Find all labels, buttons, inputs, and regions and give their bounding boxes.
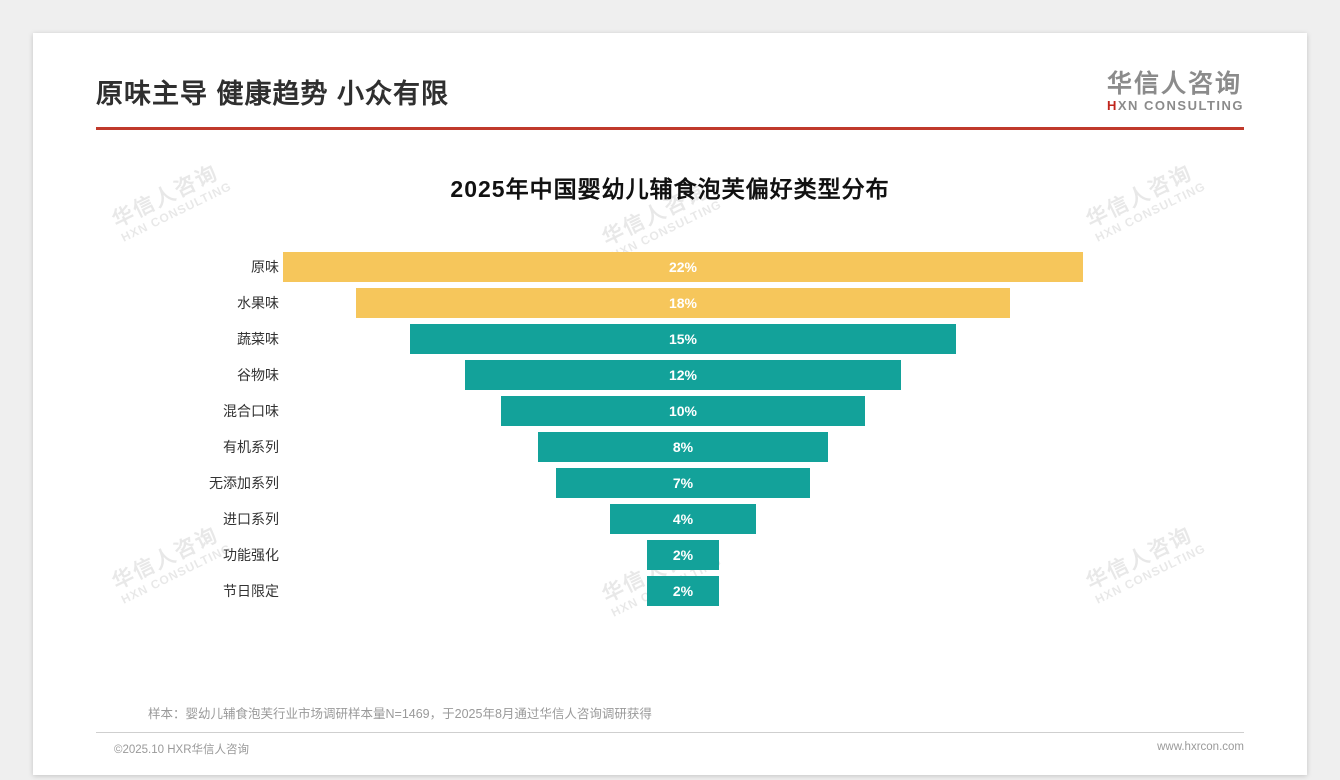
funnel-rows: 原味 22% 水果味 18% 蔬菜味 15% 谷物味 12% 混合口味 10% 有机系列 8% 无添加系… — [96, 251, 1086, 606]
bar-value-label: 12% — [668, 366, 697, 383]
bar-value-label: 10% — [668, 402, 698, 419]
chart-row: 蔬菜味 15% — [96, 323, 1086, 354]
funnel-chart: 原味 22% 水果味 18% 蔬菜味 15% 谷物味 12% 混合口味 10% 有机系列 8% 无添加系… — [96, 251, 1086, 612]
chart-row: 节日限定 2% — [96, 575, 1086, 606]
company-logo: 华信人咨询 HXN CONSULTING — [1106, 70, 1244, 113]
funnel-bar: 18% — [355, 287, 1011, 318]
bar-value-label: 2% — [672, 582, 694, 599]
footer-website: www.hxrcon.com — [1157, 741, 1244, 753]
header: 原味主导 健康趋势 小众有限 华信人咨询 HXN CONSULTING — [96, 33, 1244, 130]
chart-row: 进口系列 4% — [96, 503, 1086, 534]
funnel-bar: 12% — [464, 359, 902, 390]
funnel-bar: 2% — [646, 539, 720, 570]
bar-area: 12% — [283, 359, 1083, 390]
bar-area: 8% — [283, 431, 1083, 462]
bar-area: 7% — [283, 467, 1083, 498]
footer: ©2025.10 HXR华信人咨询 www.hxrcon.com — [96, 732, 1244, 775]
category-label: 进口系列 — [223, 510, 279, 527]
sample-footnote: 样本：婴幼儿辅食泡芙行业市场调研样本量N=1469，于2025年8月通过华信人咨… — [148, 707, 652, 721]
chart-row: 原味 22% — [96, 251, 1086, 282]
category-label: 功能强化 — [223, 546, 279, 563]
footer-copyright: ©2025.10 HXR华信人咨询 — [114, 744, 250, 756]
bar-area: 22% — [283, 251, 1083, 282]
category-label: 水果味 — [237, 294, 279, 311]
funnel-bar: 15% — [410, 323, 956, 354]
funnel-bar: 10% — [501, 395, 865, 426]
category-label: 谷物味 — [237, 366, 279, 383]
category-label: 蔬菜味 — [237, 330, 279, 347]
bar-value-label: 15% — [668, 330, 697, 347]
funnel-bar: 7% — [555, 467, 811, 498]
logo-zh-text: 华信人咨询 — [1106, 70, 1242, 98]
bar-value-label: 2% — [672, 546, 694, 563]
chart-row: 混合口味 10% — [96, 395, 1086, 426]
bar-value-label: 8% — [672, 438, 694, 455]
funnel-bar: 4% — [610, 503, 756, 534]
category-label: 有机系列 — [223, 438, 279, 455]
page-title: 原味主导 健康趋势 小众有限 — [96, 79, 450, 110]
bar-area: 2% — [283, 575, 1083, 606]
chart-row: 功能强化 2% — [96, 539, 1086, 570]
logo-en-text: HXN CONSULTING — [1106, 97, 1244, 113]
category-label: 混合口味 — [223, 402, 279, 419]
chart-title: 2025年中国婴幼儿辅食泡芙偏好类型分布 — [450, 175, 890, 202]
funnel-bar: 8% — [537, 431, 829, 462]
bar-area: 10% — [283, 395, 1083, 426]
category-label: 节日限定 — [223, 582, 279, 599]
chart-row: 有机系列 8% — [96, 431, 1086, 462]
category-label: 原味 — [251, 258, 279, 275]
bar-area: 2% — [283, 539, 1083, 570]
category-label: 无添加系列 — [209, 474, 279, 491]
bar-value-label: 7% — [672, 474, 694, 491]
funnel-bar: 22% — [283, 251, 1083, 282]
report-card: 华信人咨询 HXN CONSULTING 华信人咨询 HXN CONSULTIN… — [33, 33, 1307, 775]
bar-area: 15% — [283, 323, 1083, 354]
bar-value-label: 4% — [672, 510, 694, 527]
funnel-bar: 2% — [646, 575, 720, 606]
chart-row: 水果味 18% — [96, 287, 1086, 318]
bar-value-label: 18% — [668, 294, 698, 311]
bar-value-label: 22% — [668, 258, 698, 275]
bar-area: 4% — [283, 503, 1083, 534]
logo-en-rest: XN CONSULTING — [1117, 97, 1244, 113]
logo-en-prefix: H — [1106, 97, 1118, 113]
bar-area: 18% — [283, 287, 1083, 318]
chart-row: 谷物味 12% — [96, 359, 1086, 390]
chart-row: 无添加系列 7% — [96, 467, 1086, 498]
